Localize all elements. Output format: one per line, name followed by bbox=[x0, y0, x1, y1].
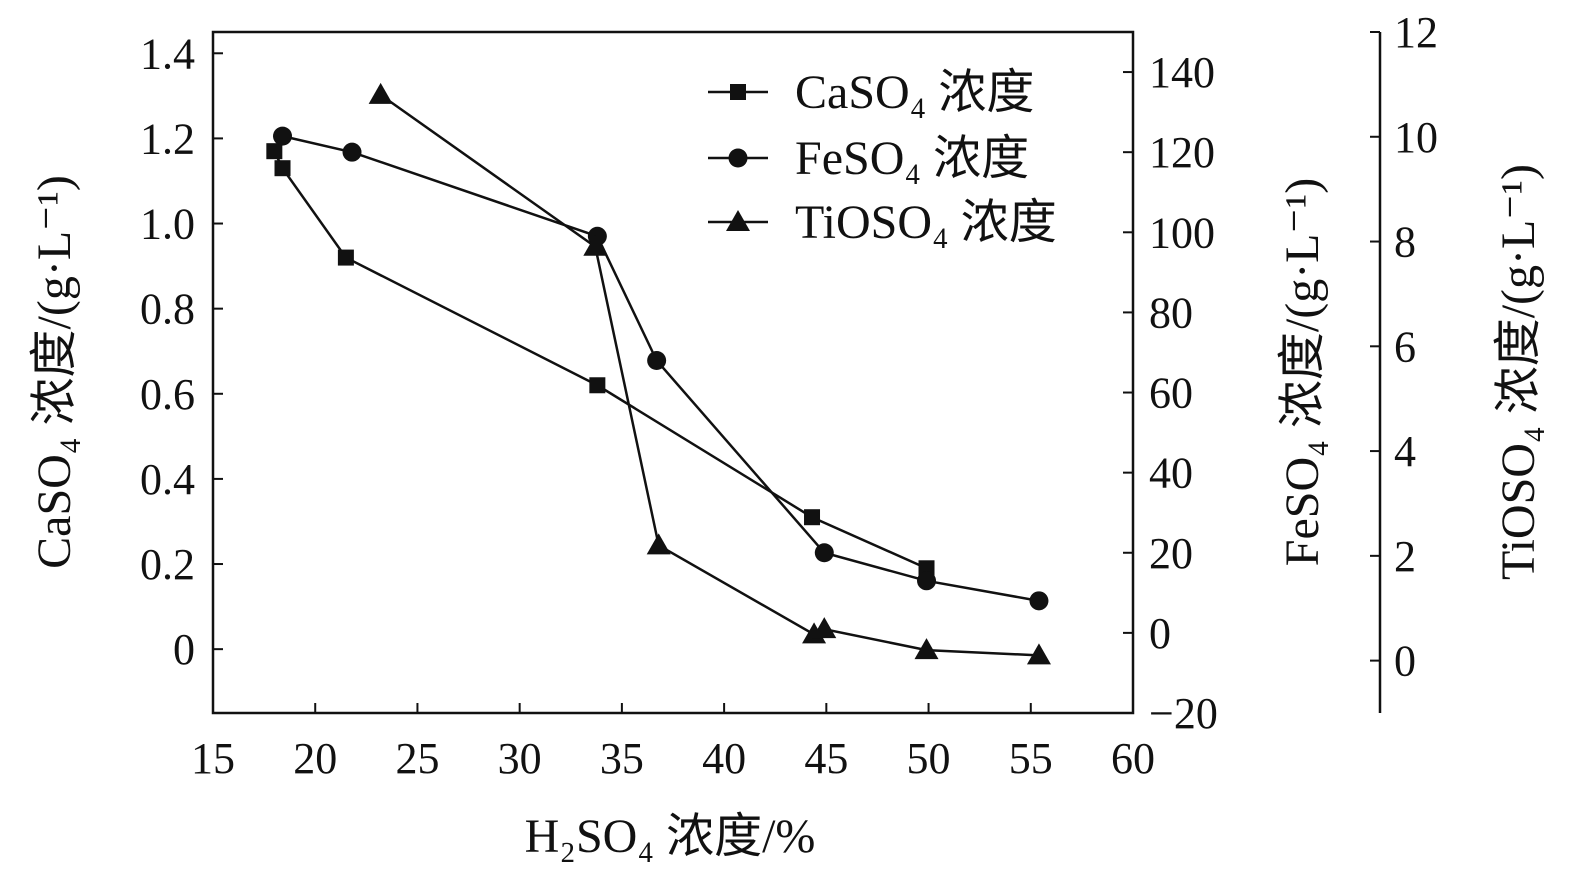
legend-item: TiOSO₄ 浓度 bbox=[708, 196, 1057, 249]
x-tick-label: 25 bbox=[395, 734, 439, 783]
x-tick-label: 35 bbox=[600, 734, 644, 783]
data-point bbox=[273, 126, 293, 146]
data-point bbox=[583, 234, 608, 256]
legend-marker bbox=[726, 210, 750, 231]
right-y-2-tick-label: 12 bbox=[1394, 8, 1438, 57]
series-layer bbox=[266, 82, 1051, 665]
x-tick-label: 40 bbox=[702, 734, 746, 783]
right-y-1-tick-label: 120 bbox=[1149, 128, 1215, 177]
legend-marker bbox=[728, 148, 748, 168]
series-triangle bbox=[368, 82, 1051, 665]
left-y-tick-label: 1.0 bbox=[140, 200, 195, 249]
data-point bbox=[647, 350, 667, 370]
right-y-1-tick-label: 100 bbox=[1149, 208, 1215, 257]
left-y-tick-label: 0.8 bbox=[140, 285, 195, 334]
legend-label: FeSO₄ 浓度 bbox=[795, 132, 1029, 185]
data-point bbox=[274, 160, 291, 177]
data-point bbox=[337, 249, 354, 266]
data-point bbox=[804, 509, 821, 526]
right-y-2-tick-label: 4 bbox=[1394, 427, 1416, 476]
data-point bbox=[266, 143, 283, 160]
legend-label: CaSO₄ 浓度 bbox=[795, 66, 1034, 119]
left-y-tick-label: 0.2 bbox=[140, 540, 195, 589]
right-y-axis-1-title: FeSO₄ 浓度/(g·L⁻¹) bbox=[1276, 178, 1329, 566]
left-y-axis-ticks: 0 0.2 0.4 0.6 0.8 1.0 1.2 1.4 bbox=[140, 29, 223, 674]
right-y-1-tick-label: 40 bbox=[1149, 449, 1193, 498]
legend-marker bbox=[730, 84, 746, 100]
x-tick-label: 60 bbox=[1111, 734, 1155, 783]
right-y-2-tick-label: 8 bbox=[1394, 218, 1416, 267]
left-y-tick-label: 1.2 bbox=[140, 114, 195, 163]
legend: CaSO₄ 浓度 FeSO₄ 浓度 TiOSO₄ 浓度 bbox=[708, 66, 1057, 249]
data-point bbox=[646, 533, 671, 555]
plot-border bbox=[211, 30, 1135, 715]
x-tick-label: 30 bbox=[498, 734, 542, 783]
x-tick-label: 15 bbox=[191, 734, 235, 783]
right-y-2-tick-label: 0 bbox=[1394, 637, 1416, 686]
x-tick-label: 20 bbox=[293, 734, 337, 783]
right-y-axis-1-ticks: −20 0 20 40 60 80 100 120 140 bbox=[1123, 48, 1218, 738]
left-y-tick-label: 0 bbox=[173, 625, 195, 674]
data-point bbox=[814, 543, 834, 563]
left-y-tick-label: 0.4 bbox=[140, 455, 195, 504]
right-y-2-tick-label: 2 bbox=[1394, 532, 1416, 581]
legend-label: TiOSO₄ 浓度 bbox=[795, 196, 1057, 249]
x-axis-ticks: 15 20 25 30 35 40 45 50 55 60 bbox=[191, 703, 1155, 783]
data-point bbox=[812, 617, 837, 639]
x-tick-label: 55 bbox=[1009, 734, 1053, 783]
x-tick-label: 50 bbox=[907, 734, 951, 783]
data-point bbox=[1026, 643, 1051, 665]
data-point bbox=[914, 638, 939, 660]
right-y-2-tick-label: 6 bbox=[1394, 322, 1416, 371]
series-circle bbox=[273, 126, 1049, 611]
left-y-axis-title: CaSO₄ 浓度/(g·L⁻¹) bbox=[28, 175, 81, 569]
legend-item: CaSO₄ 浓度 bbox=[708, 66, 1034, 119]
right-y-2-tick-label: 10 bbox=[1394, 113, 1438, 162]
right-y-1-tick-label: 60 bbox=[1149, 369, 1193, 418]
right-y-axis-2-title: TiOSO₄ 浓度/(g·L⁻¹) bbox=[1492, 164, 1545, 580]
right-y-1-tick-label: 0 bbox=[1149, 609, 1171, 658]
right-y-1-tick-label: 20 bbox=[1149, 529, 1193, 578]
plot-frame bbox=[211, 30, 1382, 715]
data-point bbox=[589, 377, 606, 394]
right-y-1-tick-label: 140 bbox=[1149, 48, 1215, 97]
x-tick-label: 45 bbox=[804, 734, 848, 783]
data-point bbox=[368, 82, 393, 104]
data-point bbox=[917, 571, 937, 591]
data-point bbox=[1029, 591, 1049, 611]
left-y-tick-label: 0.6 bbox=[140, 370, 195, 419]
left-y-tick-label: 1.4 bbox=[140, 29, 195, 78]
right-y-1-tick-label: 80 bbox=[1149, 288, 1193, 337]
legend-item: FeSO₄ 浓度 bbox=[708, 132, 1029, 185]
x-axis-title: H₂SO₄ 浓度/% bbox=[525, 810, 816, 863]
right-y-axis-2-ticks: 0 2 4 6 8 10 12 bbox=[1370, 8, 1438, 686]
data-point bbox=[342, 142, 362, 162]
right-y-1-tick-label: −20 bbox=[1149, 689, 1218, 738]
